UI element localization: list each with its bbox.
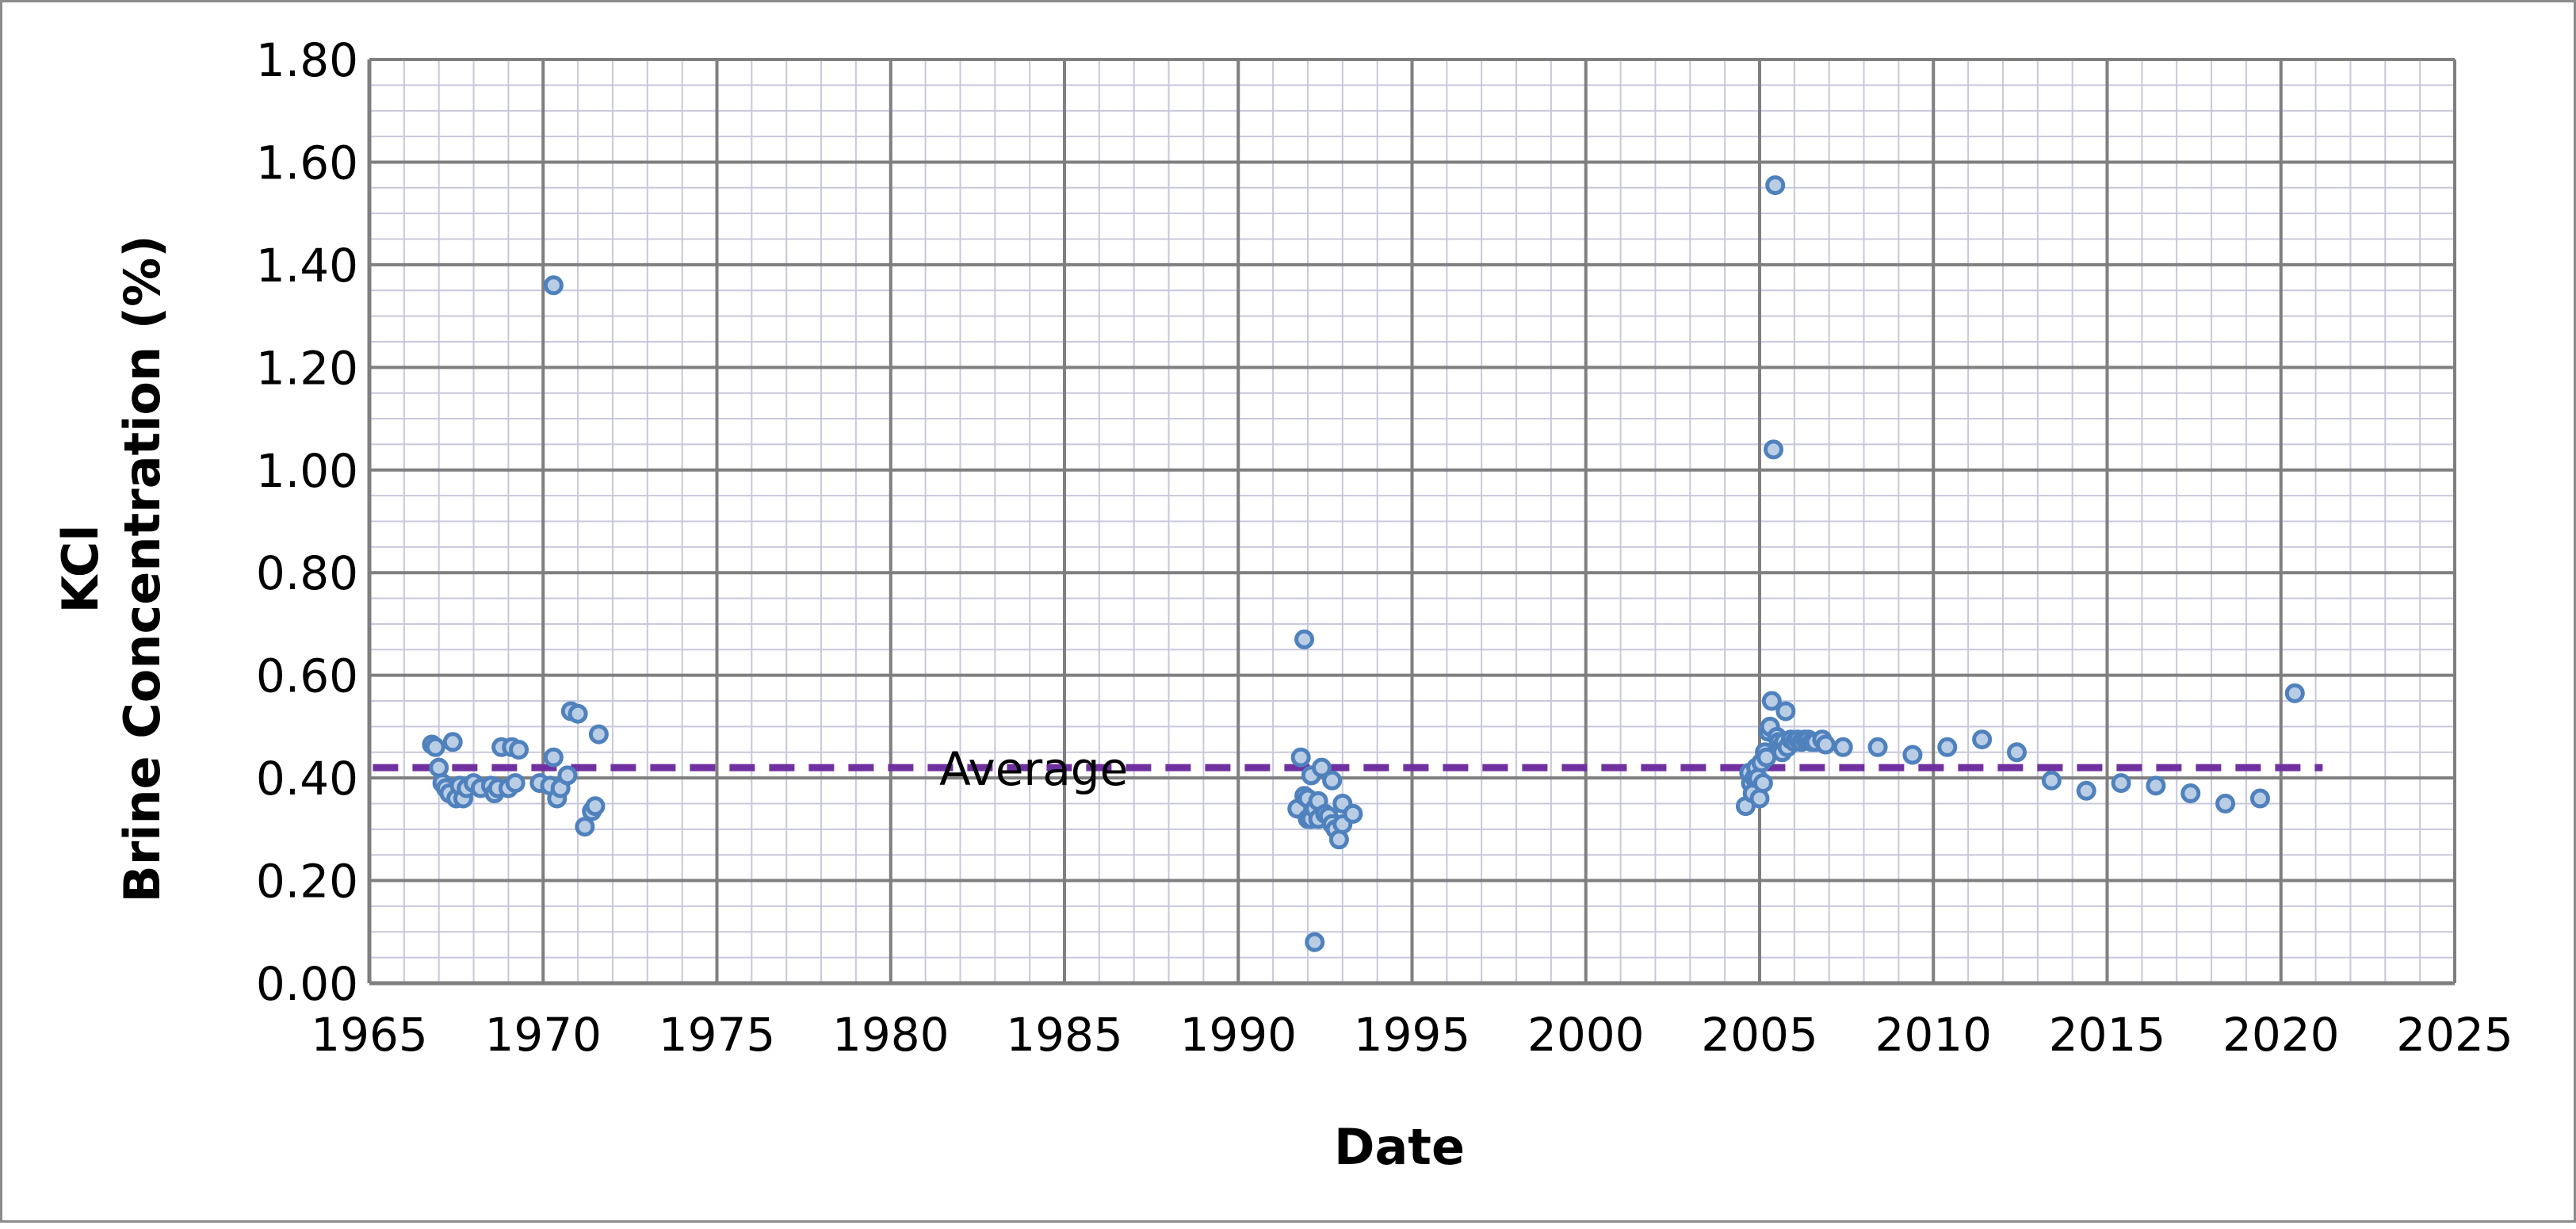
data-point xyxy=(1761,691,1782,711)
x-tick-label: 2015 xyxy=(2049,1008,2166,1062)
x-tick-label: 1970 xyxy=(484,1008,602,1062)
data-point xyxy=(429,757,449,778)
x-tick-label: 1985 xyxy=(1006,1008,1123,1062)
data-point xyxy=(2180,783,2201,804)
y-tick-label: 0.00 xyxy=(256,957,358,1011)
y-tick-label: 1.40 xyxy=(256,239,358,293)
x-tick-label: 2010 xyxy=(1875,1008,1992,1062)
data-point xyxy=(1311,757,1332,778)
x-tick-label: 1975 xyxy=(659,1008,776,1062)
data-point xyxy=(557,765,578,786)
data-point xyxy=(2006,742,2027,763)
y-tick-label: 1.20 xyxy=(256,341,358,395)
data-points xyxy=(422,175,2305,952)
data-point xyxy=(1972,729,1993,750)
data-point xyxy=(543,747,564,768)
data-point xyxy=(1765,175,1786,196)
x-axis-title: Date xyxy=(1334,1118,1465,1176)
x-tick-label: 1995 xyxy=(1354,1008,1471,1062)
data-point xyxy=(2215,793,2236,814)
y-axis-tick-labels: 0.00 0.20 0.40 0.60 0.80 1.00 1.20 1.40 1.60 1.80 xyxy=(256,33,358,1011)
data-point xyxy=(543,275,564,296)
data-point xyxy=(1775,701,1796,722)
data-point xyxy=(2284,683,2305,703)
data-point xyxy=(2146,775,2166,796)
y-tick-label: 1.60 xyxy=(256,136,358,190)
major-gridlines xyxy=(367,58,2456,986)
data-point xyxy=(1867,737,1888,757)
data-point xyxy=(2249,788,2270,809)
data-point xyxy=(509,740,529,760)
data-point xyxy=(1290,747,1311,768)
data-point xyxy=(2041,770,2062,791)
y-tick-label: 0.20 xyxy=(256,855,358,909)
data-point xyxy=(2111,773,2131,794)
data-point xyxy=(442,732,463,752)
data-point xyxy=(568,703,588,724)
data-point xyxy=(2076,780,2096,801)
data-point xyxy=(1937,737,1958,757)
data-point xyxy=(1833,737,1853,757)
x-tick-label: 2020 xyxy=(2222,1008,2340,1062)
x-tick-label: 2000 xyxy=(1527,1008,1645,1062)
y-tick-label: 0.80 xyxy=(256,546,358,600)
data-point xyxy=(1764,439,1784,460)
data-point xyxy=(1305,932,1325,952)
x-tick-label: 2025 xyxy=(2396,1008,2513,1062)
y-tick-label: 1.80 xyxy=(256,33,358,87)
data-point xyxy=(505,773,526,794)
data-point xyxy=(585,796,606,817)
data-point xyxy=(1752,773,1773,794)
data-point xyxy=(1815,734,1836,755)
x-tick-label: 2005 xyxy=(1701,1008,1818,1062)
data-point xyxy=(588,724,609,745)
data-point xyxy=(1328,829,1349,850)
y-axis-title-line-2: Brine Concentration (%) xyxy=(113,235,171,902)
y-axis-title-line-1: KCl xyxy=(52,524,109,613)
x-tick-label: 1990 xyxy=(1179,1008,1297,1062)
data-point xyxy=(1902,745,1923,765)
y-tick-label: 0.40 xyxy=(256,752,358,806)
y-tick-label: 0.60 xyxy=(256,649,358,703)
x-tick-label: 1980 xyxy=(832,1008,950,1062)
x-axis-tick-labels: 1965 1970 1975 1980 1985 1990 1995 2000 2005 2010… xyxy=(311,1008,2513,1062)
data-point xyxy=(1294,629,1315,649)
data-point xyxy=(1343,803,1363,824)
data-point xyxy=(1322,770,1343,791)
data-point xyxy=(425,737,445,757)
data-point xyxy=(575,817,595,837)
average-label: Average xyxy=(939,742,1128,796)
x-tick-label: 1965 xyxy=(311,1008,428,1062)
data-point xyxy=(1749,788,1770,809)
y-tick-label: 1.00 xyxy=(256,444,358,498)
